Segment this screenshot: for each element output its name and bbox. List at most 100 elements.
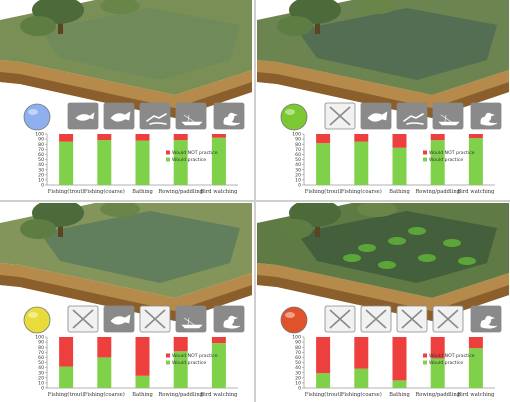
legend-entry: Would NOT practice bbox=[429, 353, 475, 359]
bar-would-not-practice bbox=[97, 134, 112, 141]
crossed-out-icon bbox=[324, 102, 356, 130]
bar-would-practice bbox=[468, 138, 483, 185]
y-tick-label: 90 bbox=[38, 137, 44, 143]
scenario-panel-2: 0 10 20 30 40 50 60 70 80 90 100 Fishing(trout) Fish… bbox=[257, 0, 509, 198]
scenario-panel-1: 0 10 20 30 40 50 60 70 80 90 100 Fishing(trout) Fish… bbox=[0, 0, 252, 198]
crossed-out-icon bbox=[360, 305, 392, 333]
crossed-out-icon bbox=[432, 305, 464, 333]
bar-would-practice bbox=[59, 141, 74, 185]
bar-would-not-practice bbox=[392, 337, 407, 381]
y-tick-label: 0 bbox=[41, 386, 44, 392]
y-tick-label: 40 bbox=[295, 162, 301, 168]
y-tick-label: 80 bbox=[38, 142, 44, 148]
fishing-coarse-icon bbox=[103, 305, 135, 333]
y-tick-label: 40 bbox=[295, 365, 301, 371]
x-category-label: Bird watching bbox=[457, 392, 495, 398]
river-landscape-illustration bbox=[0, 203, 252, 321]
bar-would-not-practice bbox=[135, 337, 150, 376]
x-category-label: Bird watching bbox=[200, 392, 238, 398]
x-category-label: Rowing/paddling bbox=[415, 189, 460, 195]
y-tick-label: 30 bbox=[295, 370, 301, 376]
birdwatching-icon bbox=[213, 102, 245, 130]
y-tick-label: 10 bbox=[295, 381, 301, 387]
x-category-label: Rowing/paddling bbox=[415, 392, 460, 398]
y-tick-label: 90 bbox=[295, 340, 301, 346]
x-category-label: Rowing/paddling bbox=[158, 189, 203, 195]
x-category-label: Bathing bbox=[389, 392, 410, 398]
bar-would-practice bbox=[468, 348, 483, 388]
x-category-label: Fishing(trout) bbox=[48, 391, 85, 398]
y-tick-label: 50 bbox=[295, 157, 301, 163]
y-tick-label: 100 bbox=[35, 335, 44, 341]
bar-would-practice bbox=[392, 147, 407, 185]
birdwatching-icon bbox=[470, 305, 502, 333]
x-category-label: Bathing bbox=[132, 392, 153, 398]
x-category-label: Rowing/paddling bbox=[158, 392, 203, 398]
bar-would-practice bbox=[316, 373, 331, 388]
river-landscape-illustration bbox=[257, 203, 509, 321]
x-category-label: Fishing(coarse) bbox=[84, 188, 125, 195]
bar-would-practice bbox=[211, 343, 226, 388]
bar-would-practice bbox=[59, 366, 74, 388]
crossed-out-icon bbox=[324, 305, 356, 333]
y-tick-label: 70 bbox=[38, 350, 44, 356]
bar-would-not-practice bbox=[316, 134, 331, 144]
bar-would-practice bbox=[430, 358, 445, 388]
y-tick-label: 0 bbox=[298, 183, 301, 189]
bar-would-not-practice bbox=[354, 337, 369, 369]
y-tick-label: 50 bbox=[295, 360, 301, 366]
y-tick-label: 10 bbox=[295, 178, 301, 184]
bar-would-not-practice bbox=[468, 134, 483, 139]
bar-would-not-practice bbox=[173, 337, 188, 352]
bar-would-practice bbox=[173, 140, 188, 185]
bar-would-not-practice bbox=[316, 337, 331, 374]
y-tick-label: 50 bbox=[38, 157, 44, 163]
x-category-label: Bathing bbox=[389, 189, 410, 195]
birdwatching-icon bbox=[213, 305, 245, 333]
bar-would-not-practice bbox=[135, 134, 150, 141]
bar-would-practice bbox=[135, 140, 150, 185]
y-tick-label: 80 bbox=[38, 345, 44, 351]
legend-entry: Would practice bbox=[429, 157, 463, 163]
rowing-paddling-icon bbox=[432, 102, 464, 130]
birdwatching-icon bbox=[470, 102, 502, 130]
y-tick-label: 90 bbox=[295, 137, 301, 143]
legend-entry: Would NOT practice bbox=[429, 150, 475, 156]
bar-would-practice bbox=[97, 140, 112, 185]
bar-would-not-practice bbox=[430, 337, 445, 359]
y-tick-label: 40 bbox=[38, 162, 44, 168]
bar-would-not-practice bbox=[59, 134, 74, 142]
y-tick-label: 30 bbox=[295, 167, 301, 173]
river-landscape-illustration bbox=[0, 0, 252, 118]
y-tick-label: 10 bbox=[38, 381, 44, 387]
x-category-label: Fishing(coarse) bbox=[341, 188, 382, 195]
crossed-out-icon bbox=[139, 305, 171, 333]
y-tick-label: 0 bbox=[41, 183, 44, 189]
bar-would-not-practice bbox=[97, 337, 112, 358]
rowing-paddling-icon bbox=[175, 102, 207, 130]
y-tick-label: 20 bbox=[38, 375, 44, 381]
y-tick-label: 80 bbox=[295, 142, 301, 148]
y-tick-label: 70 bbox=[38, 147, 44, 153]
y-tick-label: 30 bbox=[38, 370, 44, 376]
x-category-label: Bathing bbox=[132, 189, 153, 195]
y-tick-label: 90 bbox=[38, 340, 44, 346]
y-tick-label: 100 bbox=[35, 132, 44, 138]
bar-would-not-practice bbox=[173, 134, 188, 141]
x-category-label: Fishing(coarse) bbox=[84, 391, 125, 398]
bar-would-practice bbox=[135, 375, 150, 388]
bar-would-practice bbox=[173, 351, 188, 388]
water-quality-indicator-icon bbox=[23, 103, 51, 131]
y-tick-label: 60 bbox=[295, 355, 301, 361]
y-tick-label: 20 bbox=[295, 172, 301, 178]
bar-would-not-practice bbox=[211, 134, 226, 138]
bar-would-not-practice bbox=[468, 337, 483, 349]
